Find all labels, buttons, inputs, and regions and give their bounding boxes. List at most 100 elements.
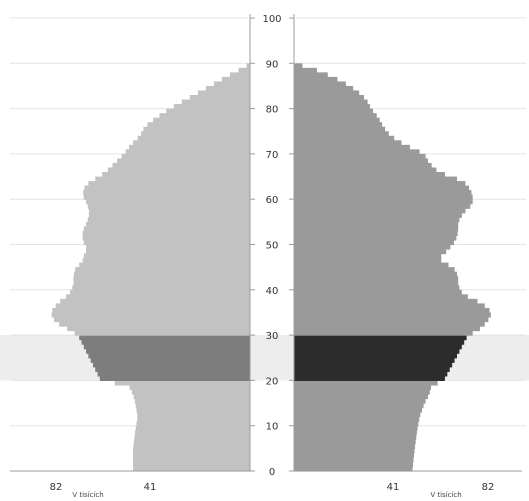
right-bar-age-35 — [294, 307, 490, 314]
left-bar-age-18 — [129, 384, 250, 391]
age-tick-50: 50 — [266, 241, 279, 252]
right-bar-age-86 — [294, 76, 338, 83]
left-bar-age-28 — [81, 339, 250, 345]
right-bar-age-56 — [294, 212, 462, 218]
right-bar-age-27 — [294, 344, 462, 350]
left-bar-age-8 — [135, 430, 250, 436]
right-bar-age-13 — [294, 407, 422, 413]
left-bar-age-61 — [83, 190, 251, 196]
x-axis-label-left: V tisících — [72, 491, 103, 499]
right-bar-age-83 — [294, 90, 360, 96]
left-bar-age-44 — [75, 267, 251, 273]
left-bar-age-26 — [86, 348, 250, 354]
right-bar-age-48 — [294, 249, 447, 255]
right-bar-age-32 — [294, 321, 485, 327]
left-bar-age-65 — [102, 172, 250, 178]
left-bar-age-17 — [131, 389, 250, 395]
right-bar-age-41 — [294, 280, 459, 286]
right-pyramid-bars — [294, 63, 491, 472]
right-bar-age-54 — [294, 221, 459, 227]
left-bar-age-16 — [133, 393, 250, 400]
left-bar-age-87 — [229, 72, 250, 78]
right-bar-age-29 — [294, 335, 467, 341]
left-bar-age-22 — [95, 366, 251, 372]
left-bar-age-29 — [79, 335, 250, 341]
left-bar-age-60 — [83, 194, 250, 200]
left-bar-age-35 — [52, 307, 250, 314]
right-bar-age-70 — [294, 149, 420, 155]
age-tick-80: 80 — [266, 105, 279, 116]
right-bar-age-62 — [294, 185, 470, 191]
left-bar-age-39 — [70, 289, 251, 295]
right-bar-age-42 — [294, 276, 459, 282]
left-bar-age-77 — [153, 117, 250, 123]
left-bar-age-80 — [173, 104, 250, 110]
left-bar-age-57 — [88, 208, 250, 214]
left-bar-age-63 — [88, 181, 251, 187]
left-bar-age-70 — [125, 149, 250, 155]
left-bar-age-50 — [83, 239, 250, 246]
left-bar-age-24 — [90, 357, 250, 363]
left-bar-age-49 — [86, 244, 250, 250]
x-tick-labels: 82 41 41 82 V tisících V tisících — [50, 482, 495, 499]
left-bar-age-83 — [197, 90, 250, 96]
left-bar-age-56 — [88, 212, 250, 218]
right-bar-age-21 — [294, 371, 448, 377]
right-bar-age-51 — [294, 235, 457, 241]
left-bar-age-67 — [112, 162, 250, 169]
left-bar-age-9 — [135, 425, 250, 431]
left-bar-age-1 — [133, 461, 250, 468]
left-bar-age-66 — [107, 167, 250, 173]
left-bar-age-52 — [82, 230, 250, 237]
age-tick-70: 70 — [266, 150, 279, 161]
age-tick-60: 60 — [266, 195, 279, 206]
right-bar-age-5 — [294, 443, 416, 449]
x-tick-left-41: 41 — [144, 482, 157, 493]
left-bar-age-62 — [84, 185, 250, 191]
right-bar-age-8 — [294, 430, 417, 436]
left-bar-age-21 — [97, 371, 250, 377]
left-bar-age-86 — [221, 76, 250, 83]
right-bar-age-30 — [294, 330, 473, 336]
left-bar-age-32 — [59, 321, 250, 327]
right-bar-age-12 — [294, 412, 421, 418]
age-tick-20: 20 — [266, 376, 279, 387]
right-bar-age-11 — [294, 416, 420, 422]
right-bar-age-67 — [294, 162, 432, 169]
right-bar-age-53 — [294, 226, 459, 232]
right-bar-age-43 — [294, 271, 457, 277]
left-bar-age-72 — [133, 140, 250, 146]
age-tick-90: 90 — [266, 59, 279, 70]
left-bar-age-81 — [181, 99, 250, 105]
left-bar-age-74 — [141, 131, 250, 137]
right-bar-age-57 — [294, 208, 466, 214]
x-tick-right-82: 82 — [482, 482, 495, 493]
left-bar-age-47 — [83, 253, 250, 259]
right-bar-age-39 — [294, 289, 462, 295]
left-bar-age-38 — [66, 294, 250, 300]
right-bar-age-2 — [294, 457, 414, 463]
right-bar-age-18 — [294, 384, 432, 391]
left-bar-age-68 — [117, 158, 251, 164]
left-bar-age-71 — [129, 144, 250, 150]
right-bar-age-40 — [294, 285, 460, 291]
left-bar-age-37 — [60, 298, 250, 304]
right-bar-age-20 — [294, 375, 445, 381]
right-bar-age-63 — [294, 181, 466, 187]
left-bar-age-42 — [73, 276, 251, 282]
left-bar-age-89 — [246, 63, 250, 69]
right-bar-age-88 — [294, 67, 317, 73]
right-bar-age-14 — [294, 403, 424, 409]
left-bar-age-30 — [74, 330, 250, 336]
right-bar-age-84 — [294, 85, 354, 92]
left-bar-age-19 — [114, 380, 250, 386]
left-bar-age-27 — [83, 344, 250, 350]
right-bar-age-0 — [294, 466, 413, 472]
x-tick-right-41: 41 — [387, 482, 400, 493]
left-bar-age-43 — [74, 271, 250, 277]
right-bar-age-72 — [294, 140, 402, 146]
left-bar-age-88 — [238, 67, 250, 73]
left-bar-age-3 — [133, 452, 250, 459]
left-bar-age-58 — [87, 203, 250, 209]
